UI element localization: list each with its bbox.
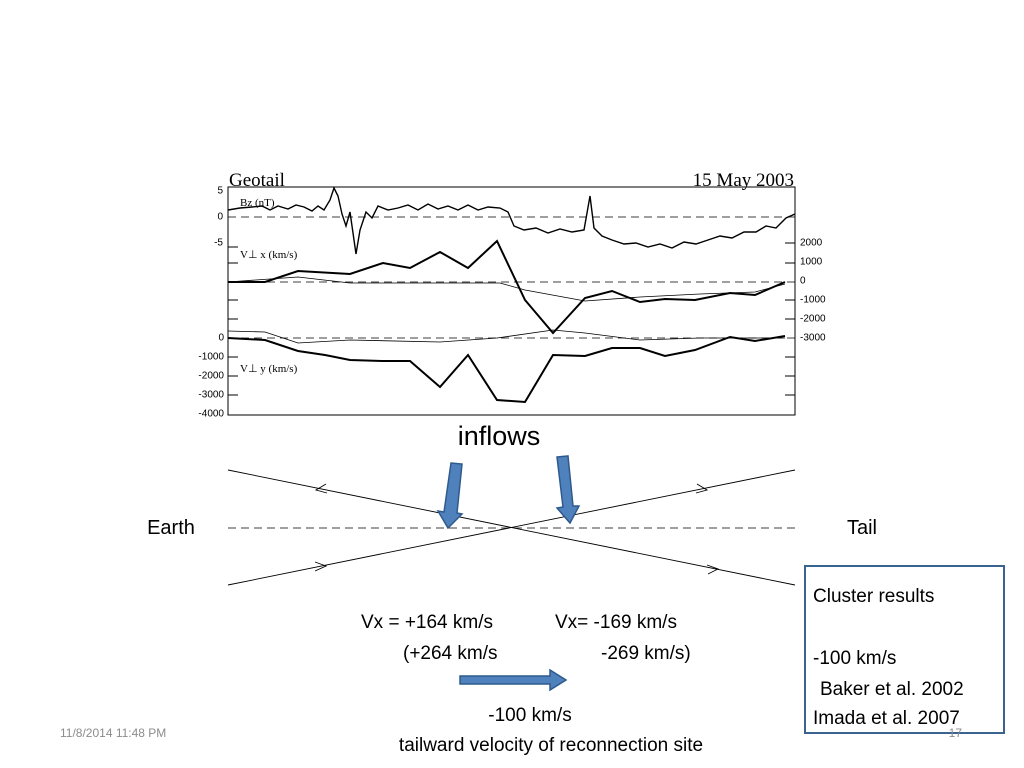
tick-label: 0 (218, 333, 224, 344)
field-line (227, 469, 796, 586)
tick-label: -5 (214, 238, 223, 249)
tick-label: -2000 (198, 371, 224, 382)
tick-label: 5 (217, 186, 223, 197)
site-caption: tailward velocity of reconnection site (399, 735, 703, 756)
footer-date: 11/8/2014 11:48 PM (60, 726, 166, 740)
tick-label: -3000 (198, 390, 224, 401)
tick-label: -1000 (800, 295, 826, 306)
site-speed: -100 km/s (488, 705, 571, 726)
vy-label: V⊥ y (km/s) (240, 363, 298, 375)
tick-label: -1000 (198, 352, 224, 363)
tick-label: -3000 (800, 333, 826, 344)
vx-right: Vx= -169 km/s (555, 612, 677, 633)
vx-left: Vx = +164 km/s (361, 612, 493, 633)
inflow-arrow (555, 455, 581, 525)
reconnection-diagram (227, 469, 796, 586)
tick-label: 1000 (800, 257, 823, 268)
tick-label: -2000 (800, 314, 826, 325)
geotail-plot (227, 186, 796, 416)
inflow-arrow (436, 462, 464, 530)
field-arrowheads (314, 483, 720, 575)
page-number: 17 (949, 726, 963, 740)
cluster-ref: Imada et al. 2007 (813, 708, 960, 729)
vx-right-alt: -269 km/s) (601, 643, 691, 664)
tailward-arrow (459, 668, 568, 692)
tick-label: 2000 (800, 238, 823, 249)
inflows-label: inflows (458, 421, 541, 451)
vx-trace-thin (227, 276, 786, 302)
plot-date: 15 May 2003 (693, 170, 794, 191)
vy-trace-thick (227, 335, 786, 404)
bz-label: Bz (nT) (240, 197, 275, 209)
plot-title: Geotail (229, 170, 285, 191)
vx-trace-thick (228, 239, 786, 335)
tick-label: 0 (217, 212, 223, 223)
tick-label: -4000 (198, 409, 224, 420)
cluster-title: Cluster results (813, 586, 934, 607)
plot-frame (227, 186, 796, 416)
cluster-box (804, 565, 1005, 734)
cluster-speed: -100 km/s (813, 648, 896, 669)
tail-label: Tail (847, 517, 877, 539)
cluster-ref: Baker et al. 2002 (820, 679, 964, 700)
vx-left-alt: (+264 km/s (403, 643, 498, 664)
tick-labels: 5 0 -5 2000 1000 0 -1000 -2000 -3000 0 -1000 -2000 -… (198, 186, 826, 420)
vy-trace-thin (227, 329, 785, 344)
earth-label: Earth (147, 517, 195, 539)
bz-trace (227, 186, 796, 255)
tick-label: 0 (800, 276, 806, 287)
vx-label: V⊥ x (km/s) (240, 249, 298, 261)
